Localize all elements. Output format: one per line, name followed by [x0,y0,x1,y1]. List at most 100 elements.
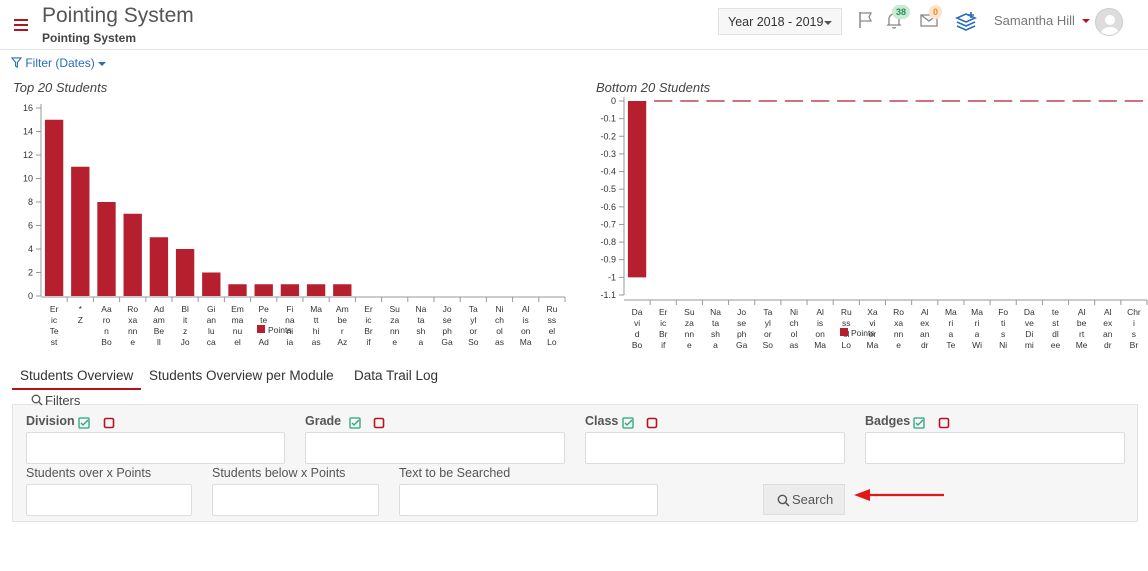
x-tick-label: sh [711,329,720,339]
bar[interactable] [306,284,326,296]
bar[interactable] [149,237,169,296]
text-search-input[interactable] [399,484,658,516]
x-tick-label: e [687,340,692,350]
select-all-icon[interactable] [913,416,925,429]
x-tick-label: dr [921,340,929,350]
bell-icon[interactable]: 38 [884,5,911,32]
top-chart-title: Top 20 Students [13,80,108,95]
select-all-icon[interactable] [349,416,361,429]
tab-data-trail-log[interactable]: Data Trail Log [354,368,439,383]
bar[interactable] [123,213,142,296]
x-tick-label: z [183,326,187,336]
x-tick-label: as [312,337,321,347]
x-tick-label: nn [894,329,904,339]
notifications-badge: 38 [892,5,911,19]
year-select[interactable]: Year 2018 - 2019 [718,8,842,35]
layers-add-icon[interactable] [955,10,977,32]
x-tick-label: Xa [867,307,878,317]
bar[interactable] [97,202,116,296]
x-tick-label: Br [364,326,373,336]
x-tick-label: lu [208,326,215,336]
x-tick-label: Er [364,304,373,314]
search-button[interactable]: Search [763,484,845,515]
class-input[interactable] [585,432,845,464]
x-tick-label: Al [1078,307,1086,317]
x-tick-label: mi [1025,340,1034,350]
x-tick-label: Al [921,307,929,317]
x-tick-label: ll [157,337,161,347]
students-below-points-input[interactable] [212,484,379,516]
x-tick-label: e [392,337,397,347]
user-name[interactable]: Samantha Hill [994,13,1075,28]
x-tick-label: hi [313,326,320,336]
x-tick-label: ta [712,318,719,328]
select-all-icon[interactable] [622,416,634,429]
legend-swatch [257,325,265,333]
x-tick-label: Bo [632,340,643,350]
menu-icon[interactable] [14,19,28,31]
search-icon [777,494,790,507]
x-tick-label: Ta [469,304,478,314]
y-tick-label: 2 [28,268,33,278]
x-tick-label: Chr [1127,307,1141,317]
bar[interactable] [71,166,90,296]
avatar[interactable] [1095,8,1123,36]
x-tick-label: or [470,326,478,336]
bar[interactable] [202,272,221,297]
y-tick-label: 0 [28,291,33,301]
bar[interactable] [228,284,247,296]
y-tick-label: -0.5 [600,184,616,194]
x-tick-label: e [896,340,901,350]
bar[interactable] [44,119,64,296]
x-tick-label: ph [737,329,747,339]
x-tick-label: Na [415,304,426,314]
x-tick-label: nn [128,326,138,336]
search-button-label: Search [792,492,834,507]
x-tick-label: Ad [258,337,269,347]
top-bar: Pointing System Pointing System Year 201… [0,0,1148,50]
year-select-value: Year 2018 - 2019 [728,15,824,29]
x-tick-label: ri [949,318,954,328]
user-menu-caret-icon[interactable] [1082,19,1090,23]
division-input[interactable] [26,432,285,464]
x-tick-label: te [260,315,267,325]
bar[interactable] [175,249,195,296]
x-tick-label: Ga [736,340,748,350]
bar[interactable] [280,284,300,296]
y-tick-label: 0 [611,96,616,106]
x-tick-label: vi [634,318,640,328]
bar[interactable] [254,284,273,296]
grade-input[interactable] [305,432,565,464]
x-tick-label: Me [1076,340,1088,350]
flag-icon[interactable] [856,10,878,32]
clear-selection-icon[interactable] [373,416,385,429]
x-tick-label: vi [869,318,875,328]
filter-dates-dropdown[interactable]: Filter (Dates) [10,56,106,70]
y-tick-label: 14 [23,127,33,137]
x-tick-label: Bo [101,337,112,347]
funnel-icon [10,57,23,68]
y-tick-label: -1 [608,272,616,282]
x-tick-label: on [521,326,531,336]
x-tick-label: te [1052,307,1059,317]
x-tick-label: nu [233,326,243,336]
x-tick-label: Br [659,329,668,339]
y-tick-label: -0.1 [600,114,616,124]
clear-selection-icon[interactable] [646,416,658,429]
x-tick-label: na [285,315,295,325]
x-tick-label: Er [50,304,59,314]
x-tick-label: an [207,315,217,325]
clear-selection-icon[interactable] [103,416,115,429]
tab-students-overview-per-module[interactable]: Students Overview per Module [149,368,334,383]
x-tick-label: if [661,340,666,350]
envelope-icon[interactable]: 0 [919,5,943,32]
clear-selection-icon[interactable] [938,416,950,429]
x-tick-label: Lo [842,340,852,350]
tab-students-overview[interactable]: Students Overview [12,363,142,390]
students-over-points-input[interactable] [26,484,192,516]
bar[interactable] [627,101,647,278]
select-all-icon[interactable] [78,416,90,429]
badges-input[interactable] [865,432,1125,464]
x-tick-label: st [1052,318,1059,328]
bar[interactable] [333,284,352,296]
